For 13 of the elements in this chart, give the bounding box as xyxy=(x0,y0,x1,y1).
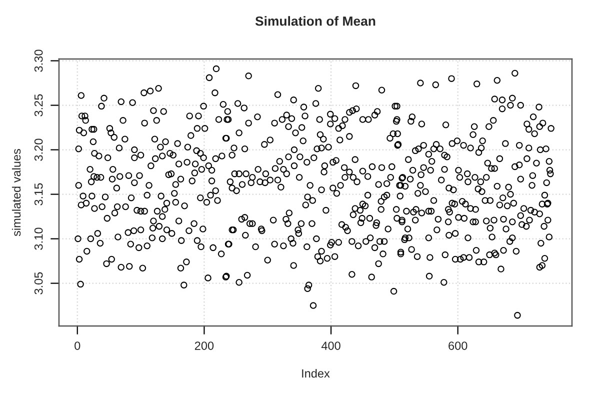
y-axis-title: simulated values xyxy=(12,148,21,236)
y-tick-label: 3.30 xyxy=(34,50,43,72)
y-tick-label: 3.25 xyxy=(34,94,43,116)
y-tick-label: 3.05 xyxy=(34,272,43,294)
x-tick-label: 600 xyxy=(448,342,468,350)
y-tick-label: 3.20 xyxy=(34,138,43,161)
y-tick-label: 3.15 xyxy=(34,183,43,206)
y-tick-label: 3.10 xyxy=(34,228,43,250)
x-tick-label: 400 xyxy=(321,342,340,350)
x-tick-label: 200 xyxy=(194,342,214,350)
x-axis-title: Index xyxy=(302,368,330,378)
chart-title: Simulation of Mean xyxy=(255,16,376,26)
x-tick-label: 0 xyxy=(74,342,80,350)
